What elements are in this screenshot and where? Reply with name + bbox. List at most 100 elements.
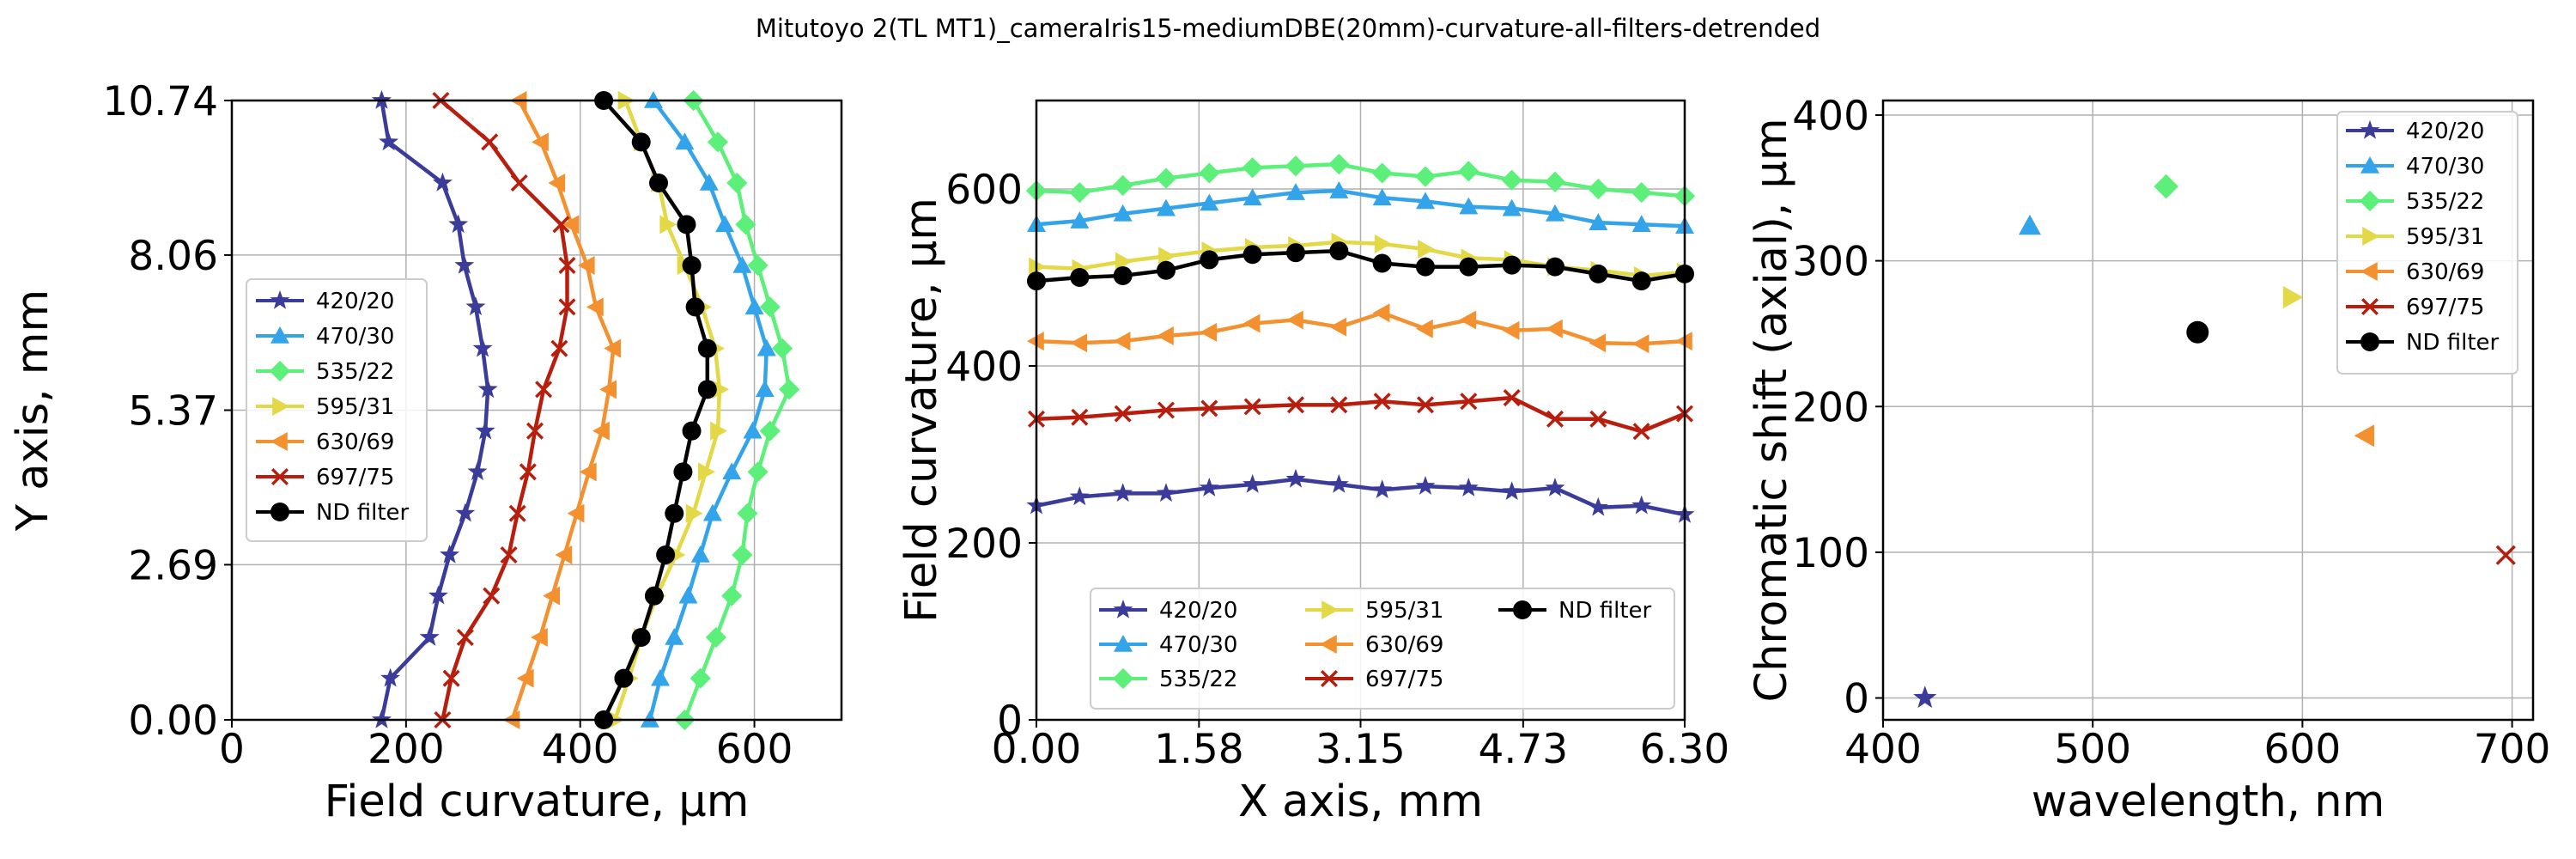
legend-marker xyxy=(2360,262,2378,281)
data-point xyxy=(677,215,696,235)
data-point xyxy=(1459,197,1479,215)
data-point xyxy=(1200,250,1219,270)
series-line xyxy=(1036,310,1686,346)
scatter-points xyxy=(1913,174,2516,709)
y-tick-label: 5.37 xyxy=(128,388,218,436)
data-point xyxy=(1372,479,1393,498)
legend-marker xyxy=(1114,635,1133,652)
data-point xyxy=(508,504,526,522)
legend-entry-535-22: 535/22 xyxy=(256,359,394,385)
data-point xyxy=(1501,169,1522,191)
data-point xyxy=(1286,310,1303,330)
legend-marker xyxy=(1513,600,1532,619)
data-point xyxy=(771,338,793,359)
data-point xyxy=(1113,204,1133,222)
data-point xyxy=(481,133,499,151)
data-point xyxy=(631,132,651,152)
legend-entry-nd-filter: ND filter xyxy=(1498,598,1652,624)
y-tick-label: 10.74 xyxy=(102,78,218,125)
data-point xyxy=(737,503,758,524)
legend-label: 697/75 xyxy=(316,465,394,490)
series-nd-filter xyxy=(1027,241,1694,291)
plot-2: 0.00 1.58 3.15 4.73 6.30 0 200 400 600 X axis, mm… xyxy=(896,99,1730,827)
data-point xyxy=(1631,334,1649,354)
data-point xyxy=(1242,314,1261,333)
data-point xyxy=(651,668,671,686)
data-point xyxy=(1155,168,1177,189)
legend-entry-nd-filter: ND filter xyxy=(256,500,410,526)
data-point xyxy=(552,216,570,234)
legend-entry-630-69: 630/69 xyxy=(256,430,394,455)
legend-label: 470/30 xyxy=(316,324,394,350)
x-tick-label: 600 xyxy=(2264,726,2342,773)
legend-marker xyxy=(1113,599,1133,618)
legend-label: 535/22 xyxy=(316,359,394,385)
data-point xyxy=(682,255,702,275)
data-point xyxy=(1589,410,1607,428)
data-point xyxy=(1588,497,1608,516)
y-tick-label: 400 xyxy=(945,344,1023,391)
series-line xyxy=(1036,477,1686,517)
data-point xyxy=(555,545,573,565)
data-point xyxy=(744,297,764,315)
series-630-69 xyxy=(1027,303,1692,354)
data-point xyxy=(1071,408,1089,426)
data-point xyxy=(531,628,548,648)
data-point xyxy=(1458,478,1479,497)
data-point xyxy=(1416,319,1433,338)
data-point xyxy=(543,586,561,606)
data-point xyxy=(1286,183,1305,200)
data-point xyxy=(743,421,762,439)
data-point xyxy=(1242,157,1263,179)
data-point xyxy=(1285,468,1306,488)
legend-label: ND filter xyxy=(1558,598,1652,624)
y-tick-label: 600 xyxy=(945,167,1023,214)
data-point xyxy=(477,379,498,399)
data-point xyxy=(1415,476,1436,495)
data-point xyxy=(535,381,553,399)
data-point xyxy=(475,420,495,440)
data-point xyxy=(1416,257,1435,277)
data-point xyxy=(1632,423,1650,441)
series-line xyxy=(380,100,490,721)
data-point xyxy=(1546,204,1564,222)
data-point xyxy=(631,628,651,648)
data-point xyxy=(614,668,634,688)
x-tick-label: 0 xyxy=(219,726,245,773)
data-point xyxy=(1502,320,1520,340)
legend: 420/20 470/30 535/22 595/31 630/69 697/75 ND f… xyxy=(2336,111,2518,375)
series-line xyxy=(1036,161,1686,198)
legend-entry-535-22: 535/22 xyxy=(2346,189,2484,215)
data-point xyxy=(599,380,617,399)
data-point xyxy=(1416,192,1435,210)
data-point xyxy=(516,668,534,688)
legend-label: 420/20 xyxy=(1159,598,1237,624)
legend-entry-697-75: 697/75 xyxy=(1305,667,1443,692)
legend-entry-470-30: 470/30 xyxy=(256,324,394,350)
data-point xyxy=(1328,473,1349,493)
legend-marker xyxy=(270,503,289,521)
y-tick-label: 0 xyxy=(1844,676,1869,723)
data-point xyxy=(1459,257,1479,277)
legend-label: 595/31 xyxy=(2406,224,2484,250)
data-point xyxy=(1286,243,1305,263)
data-point xyxy=(1070,268,1090,287)
data-point xyxy=(1546,319,1563,338)
data-point xyxy=(1199,162,1220,184)
legend-label: 697/75 xyxy=(2406,295,2484,320)
x-tick-label: 0.00 xyxy=(992,726,1082,773)
data-point xyxy=(1631,182,1652,204)
series-line xyxy=(1036,248,1686,283)
legend-label: 535/22 xyxy=(2406,189,2484,215)
x-tick-label: 6.30 xyxy=(1640,726,1730,773)
x-tick-label: 1.58 xyxy=(1154,726,1244,773)
legend-entry-595-31: 595/31 xyxy=(1305,598,1443,624)
data-point xyxy=(659,215,677,235)
data-point xyxy=(665,503,684,523)
data-point xyxy=(690,667,711,689)
data-point xyxy=(467,461,488,481)
legend-marker xyxy=(2360,119,2380,139)
legend-marker xyxy=(2362,227,2379,246)
data-point xyxy=(697,380,717,399)
x-tick-label: 400 xyxy=(542,726,619,773)
